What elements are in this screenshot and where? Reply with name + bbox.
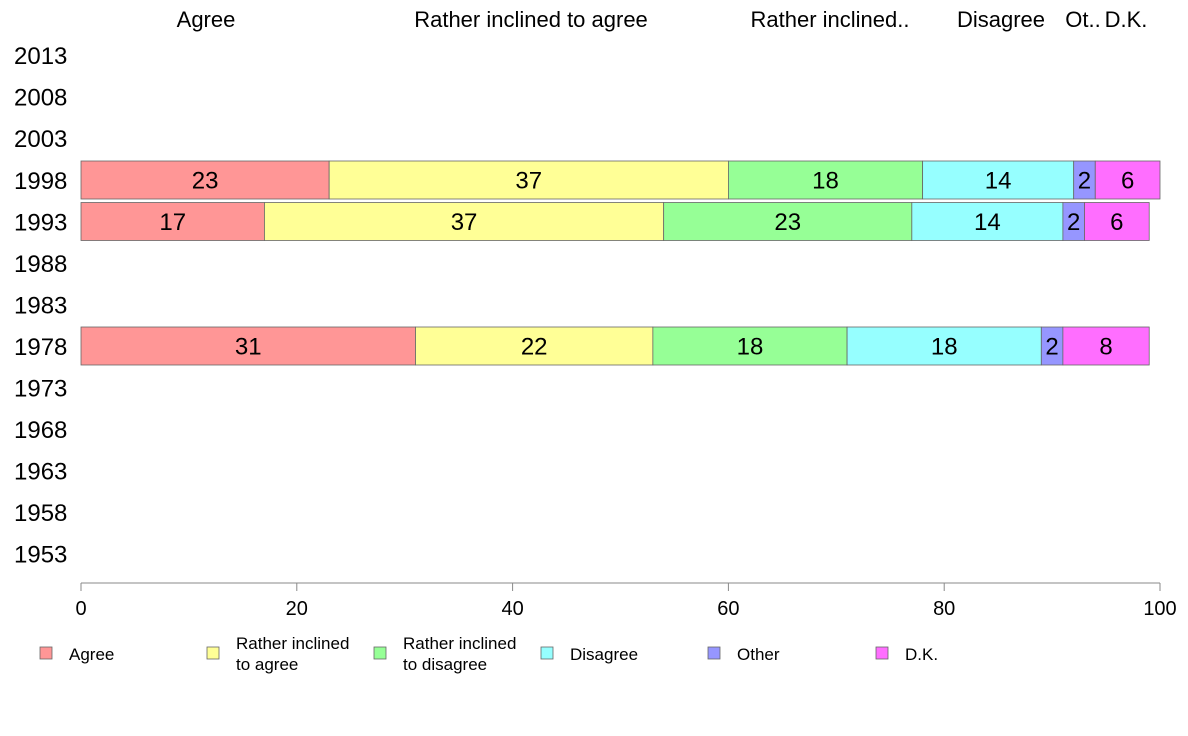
legend-label: D.K.: [905, 645, 938, 664]
column-headers: Agree Rather inclined to agree Rather incl…: [177, 7, 1148, 32]
segment-value-label: 37: [451, 209, 478, 236]
year-label: 1998: [14, 168, 67, 195]
bar-segment: [922, 160, 1075, 200]
bar-segment: [415, 326, 654, 366]
year-label: 2008: [14, 85, 67, 112]
segment-value-label: 23: [192, 168, 219, 195]
legend-swatch: [39, 646, 53, 660]
legend: Agree Rather inclined to agree Rather incli…: [39, 634, 938, 674]
legend-swatch: [875, 646, 889, 660]
bars: 23 37 18 14 2 617 37 23 14 2 631 22 18 18 2 8: [80, 160, 1161, 366]
segment-value-label: 22: [521, 334, 548, 361]
segment-value-label: 6: [1121, 168, 1134, 195]
segment-value-label: 14: [974, 209, 1001, 236]
legend-label: Rather inclined: [403, 634, 516, 653]
segment-value-label: 2: [1078, 168, 1091, 195]
bar-segment: [911, 202, 1064, 241]
legend-label: Rather inclined: [236, 634, 349, 653]
segment-value-label: 2: [1045, 334, 1058, 361]
x-tick-label: 100: [1143, 598, 1176, 620]
x-tick-label: 0: [75, 598, 86, 620]
segment-value-label: 18: [737, 334, 764, 361]
year-labels: 2013 2008 2003 1998 1993 1988 1983 1978 1973 1968…: [14, 43, 67, 569]
year-label: 2013: [14, 43, 67, 70]
bar-segment: [1084, 202, 1150, 241]
x-tick-label: 80: [933, 598, 955, 620]
segment-value-label: 23: [774, 209, 801, 236]
bar-segment: [663, 202, 913, 241]
legend-label: to disagree: [403, 655, 487, 674]
column-header: D.K.: [1105, 7, 1148, 32]
segment-value-label: 6: [1110, 209, 1123, 236]
x-tick-label: 40: [501, 598, 523, 620]
legend-swatch: [206, 646, 220, 660]
bar-segment: [80, 326, 416, 366]
legend-label: to agree: [236, 655, 298, 674]
legend-label: Disagree: [570, 645, 638, 664]
bar-segment: [1094, 160, 1161, 200]
bar-segment: [264, 202, 665, 241]
legend-swatch: [707, 646, 721, 660]
legend-swatch: [540, 646, 554, 660]
legend-label: Agree: [69, 645, 114, 664]
legend-swatch: [373, 646, 387, 660]
year-label: 1983: [14, 293, 67, 320]
segment-value-label: 18: [931, 334, 958, 361]
segment-value-label: 14: [985, 168, 1012, 195]
segment-value-label: 17: [159, 209, 186, 236]
year-label: 2003: [14, 126, 67, 153]
column-header: Rather inclined..: [751, 7, 910, 32]
bar-segment: [728, 160, 924, 200]
segment-value-label: 8: [1099, 334, 1112, 361]
column-header: Disagree: [957, 7, 1045, 32]
x-tick-label: 20: [286, 598, 308, 620]
bar-segment: [652, 326, 848, 366]
x-tick-label: 60: [717, 598, 739, 620]
bar-segment: [1062, 326, 1150, 366]
bar-segment: [328, 160, 729, 200]
year-label: 1978: [14, 334, 67, 361]
legend-label: Other: [737, 645, 780, 664]
segment-value-label: 37: [515, 168, 542, 195]
bar-segment: [846, 326, 1042, 366]
year-label: 1963: [14, 459, 67, 486]
segment-value-label: 18: [812, 168, 839, 195]
segment-value-label: 31: [235, 334, 262, 361]
segment-value-label: 2: [1067, 209, 1080, 236]
year-label: 1993: [14, 210, 67, 237]
year-label: 1968: [14, 417, 67, 444]
bar-segment: [80, 160, 330, 200]
column-header: Agree: [177, 7, 236, 32]
column-header: Ot..: [1065, 7, 1100, 32]
bar-segment: [80, 202, 265, 241]
year-label: 1988: [14, 251, 67, 278]
year-label: 1958: [14, 500, 67, 527]
year-label: 1953: [14, 542, 67, 569]
x-axis: 0 20 40 60 80 100: [75, 582, 1177, 620]
year-label: 1973: [14, 376, 67, 403]
column-header: Rather inclined to agree: [414, 7, 648, 32]
